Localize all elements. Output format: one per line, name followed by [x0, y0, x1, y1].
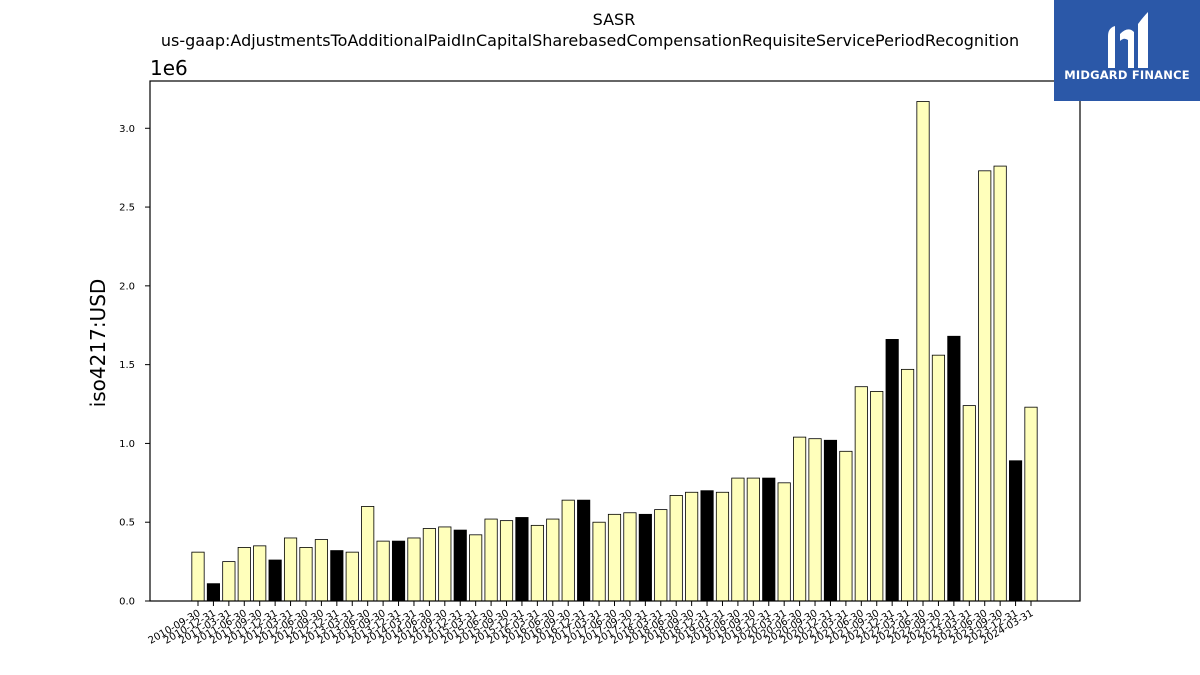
y-tick-label: 0.5	[119, 518, 135, 529]
bar-2022-06-30	[916, 101, 930, 602]
y-tick-label: 0.0	[119, 597, 135, 608]
bar-2016-03-31	[530, 524, 544, 602]
bar-2013-09-30	[376, 540, 390, 602]
bar-2017-03-31	[592, 521, 606, 602]
y-tick-label: 2.5	[119, 203, 135, 214]
bar-2013-06-30	[361, 506, 375, 602]
y-tick-label: 1.0	[119, 439, 135, 450]
bar-2014-03-31	[407, 537, 421, 602]
y-tick-label: 1.5	[119, 360, 135, 371]
bar-2021-12-31	[885, 339, 899, 602]
bar-2013-03-31	[345, 551, 359, 602]
y-axis-label: iso4217:USD	[86, 279, 110, 408]
bar-2015-03-31	[469, 534, 483, 602]
bar-2013-12-31	[391, 540, 406, 602]
brand-logo: MIDGARD FINANCE	[1054, 0, 1200, 101]
chart-subtitle: us-gaap:AdjustmentsToAdditionalPaidInCap…	[161, 31, 1019, 50]
bar-2010-12-31	[206, 583, 220, 602]
bar-2017-09-30	[623, 512, 637, 602]
bar-2012-03-31	[283, 537, 298, 602]
bar-2015-12-31	[515, 517, 529, 602]
bar-2016-06-30	[546, 518, 560, 602]
bar-2023-09-30	[993, 165, 1007, 602]
bar-2020-06-30	[793, 436, 807, 602]
y-tick-label: 2.0	[119, 281, 135, 292]
bar-2019-03-31	[715, 491, 730, 602]
y-axis-offset-label: 1e6	[150, 56, 188, 80]
bar-2017-12-31	[638, 513, 652, 602]
bar-2020-09-30	[808, 438, 822, 602]
bar-2019-09-30	[746, 477, 760, 602]
bar-2014-12-31	[453, 529, 467, 602]
chart-title: SASR	[593, 10, 636, 29]
y-tick-label: 3.0	[119, 124, 135, 135]
bar-2015-09-30	[499, 520, 514, 602]
bar-2018-09-30	[685, 491, 699, 602]
x-axis-ticks: 2010-09-302010-12-312011-03-312011-06-30…	[147, 601, 1036, 647]
bar-2011-12-31	[268, 559, 282, 602]
bar-2014-06-30	[422, 528, 436, 602]
bar-2012-06-30	[299, 547, 313, 602]
bar-2020-12-31	[823, 439, 838, 602]
bar-2022-03-31	[901, 368, 915, 602]
bars-group	[191, 101, 1038, 602]
bar-2018-03-31	[654, 509, 668, 602]
bar-2020-03-31	[777, 482, 791, 602]
bar-2012-09-30	[314, 539, 328, 602]
bar-2016-12-31	[577, 499, 591, 602]
bar-2014-09-30	[438, 526, 452, 602]
bar-2021-09-30	[870, 391, 884, 602]
bar-2019-12-31	[762, 477, 776, 602]
bar-2023-12-31	[1009, 460, 1023, 602]
bar-2011-09-30	[253, 545, 267, 602]
brand-mark-icon	[1108, 12, 1148, 68]
bar-2022-09-30	[931, 354, 946, 602]
brand-name: MIDGARD FINANCE	[1064, 68, 1190, 82]
bar-2011-03-31	[222, 561, 236, 602]
bar-2011-06-30	[237, 547, 251, 602]
bar-2021-03-31	[839, 450, 853, 602]
bar-2019-06-30	[731, 477, 745, 602]
bar-2023-03-31	[962, 405, 976, 602]
plot-frame	[149, 80, 1081, 602]
bar-2023-06-30	[978, 170, 992, 602]
bar-2018-06-30	[669, 495, 683, 602]
bar-2021-06-30	[854, 386, 868, 602]
bar-2016-09-30	[561, 499, 575, 602]
bar-2012-12-31	[330, 550, 344, 602]
bar-2017-06-30	[607, 513, 622, 602]
bar-2024-03-31	[1024, 406, 1038, 602]
bar-2010-09-30	[191, 551, 205, 602]
y-axis-ticks: 0.0 0.5 1.0 1.5 2.0 2.5 3.0	[119, 124, 150, 608]
bar-2022-12-31	[947, 335, 961, 602]
bar-2015-06-30	[484, 518, 498, 602]
bar-2018-12-31	[700, 490, 714, 602]
